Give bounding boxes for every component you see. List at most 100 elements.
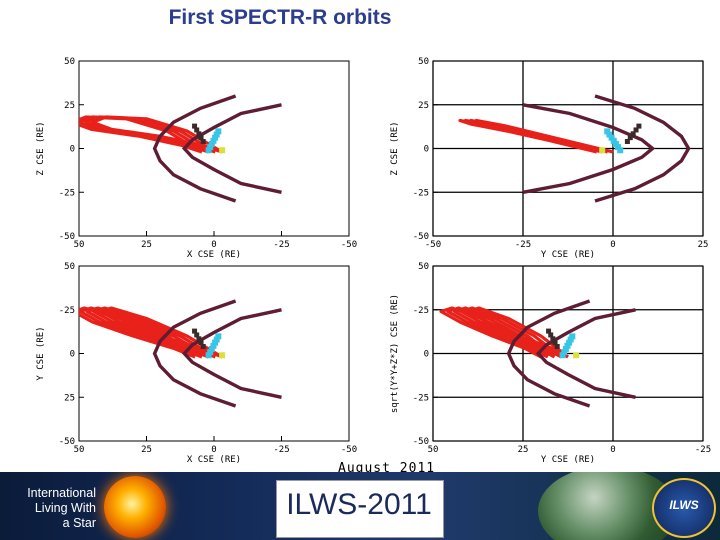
org-line-3: a Star xyxy=(62,516,96,530)
y-axis-label: Z CSE (RE) xyxy=(390,121,400,175)
y-tick-label: 50 xyxy=(64,262,75,272)
x-tick-label: -25 xyxy=(273,240,289,250)
x-tick-label: 25 xyxy=(141,445,152,455)
data-point xyxy=(207,144,214,151)
data-point xyxy=(210,137,217,144)
x-axis-label: Y CSE (RE) xyxy=(541,250,595,260)
panel-bottom-right: 50 25 0 -25 50 -25 0 -25 -50 Y CSE (RE) sqrt(Y*Y+Z… xyxy=(390,262,711,465)
data-point xyxy=(554,344,560,349)
data-point xyxy=(210,342,217,349)
x-tick-label: -50 xyxy=(341,240,357,250)
data-point xyxy=(546,328,552,334)
y-tick-label: -25 xyxy=(413,306,429,316)
data-point xyxy=(215,333,222,340)
data-point xyxy=(630,131,636,137)
x-tick-label: 25 xyxy=(698,240,709,250)
data-point xyxy=(552,340,558,346)
data-point xyxy=(205,352,212,359)
y-tick-label: -25 xyxy=(413,188,429,198)
data-point xyxy=(624,139,630,144)
magnetopause-boundary xyxy=(594,94,691,203)
data-point xyxy=(208,140,215,147)
slide-title: First SPECTR-R orbits xyxy=(168,6,392,29)
x-axis-label: Y CSE (RE) xyxy=(541,455,595,465)
org-line-1: International xyxy=(27,486,96,500)
data-point xyxy=(196,336,202,342)
y-tick-label: 50 xyxy=(64,57,75,67)
y-tick-label: 0 xyxy=(70,350,75,360)
data-point xyxy=(550,336,556,342)
conference-plate xyxy=(276,480,444,538)
conference-label: ILWS-2011 xyxy=(286,488,432,521)
data-point xyxy=(608,134,615,141)
data-point xyxy=(212,134,219,141)
x-tick-label: -50 xyxy=(341,445,357,455)
data-point xyxy=(212,339,219,346)
orbit-track xyxy=(79,306,203,359)
data-point xyxy=(615,144,622,151)
data-point xyxy=(606,131,613,138)
y-tick-label: 25 xyxy=(64,393,75,403)
data-point xyxy=(194,127,200,133)
data-point xyxy=(215,128,222,135)
organization-name: International Living With a Star xyxy=(6,486,96,531)
y-axis-label: Z CSE (RE) xyxy=(36,121,46,175)
data-point xyxy=(192,123,198,129)
data-point xyxy=(561,349,568,356)
data-point xyxy=(567,336,574,343)
y-tick-label: -50 xyxy=(413,232,429,242)
y-tick-label: 25 xyxy=(418,101,429,111)
y-tick-label: -25 xyxy=(59,188,75,198)
data-point xyxy=(207,349,214,356)
x-tick-label: 25 xyxy=(141,240,152,250)
orbit-track xyxy=(79,115,203,154)
y-tick-label: 0 xyxy=(424,145,429,155)
x-tick-label: -25 xyxy=(695,445,711,455)
panel-top-right: -50 -25 0 25 50 25 0 -25 -50 Y CSE (RE) Z CSE (RE) xyxy=(390,57,708,260)
bow-shock-boundary xyxy=(181,103,282,194)
ilws-logo-text: ILWS xyxy=(669,498,699,512)
data-point xyxy=(213,336,220,343)
plot-area xyxy=(79,94,282,203)
data-point xyxy=(604,128,611,135)
plot-area xyxy=(79,299,282,408)
data-point xyxy=(192,328,198,334)
x-tick-label: 0 xyxy=(610,445,615,455)
bow-shock-boundary xyxy=(535,308,636,399)
orbit-track xyxy=(446,306,549,359)
x-axis-label: X CSE (RE) xyxy=(187,455,241,465)
y-tick-label: -25 xyxy=(413,393,429,403)
x-tick-label: 0 xyxy=(610,240,615,250)
org-line-2: Living With xyxy=(34,501,96,515)
data-point xyxy=(208,345,215,352)
y-tick-label: 25 xyxy=(64,101,75,111)
y-tick-label: 0 xyxy=(424,350,429,360)
data-point xyxy=(198,340,204,346)
x-tick-label: 50 xyxy=(74,445,85,455)
plot-area xyxy=(439,299,636,408)
x-tick-label: 0 xyxy=(211,445,216,455)
data-point xyxy=(627,135,633,141)
bow-shock-boundary xyxy=(522,103,656,194)
data-point xyxy=(610,137,617,144)
y-tick-label: 0 xyxy=(70,145,75,155)
orbit-track xyxy=(458,118,598,154)
data-point xyxy=(548,332,554,338)
x-tick-label: 25 xyxy=(518,445,529,455)
data-point xyxy=(213,131,220,138)
x-tick-label: -25 xyxy=(515,240,531,250)
x-tick-label: 50 xyxy=(74,240,85,250)
magnetopause-boundary xyxy=(152,299,237,408)
x-tick-label: -25 xyxy=(273,445,289,455)
x-tick-label: -50 xyxy=(425,240,441,250)
x-tick-label: 0 xyxy=(211,240,216,250)
magnetopause-boundary xyxy=(152,94,237,203)
x-tick-label: 50 xyxy=(428,445,439,455)
data-point xyxy=(198,135,204,141)
data-point xyxy=(566,339,573,346)
bow-shock-boundary xyxy=(181,308,282,399)
data-point xyxy=(196,131,202,137)
data-point xyxy=(194,332,200,338)
